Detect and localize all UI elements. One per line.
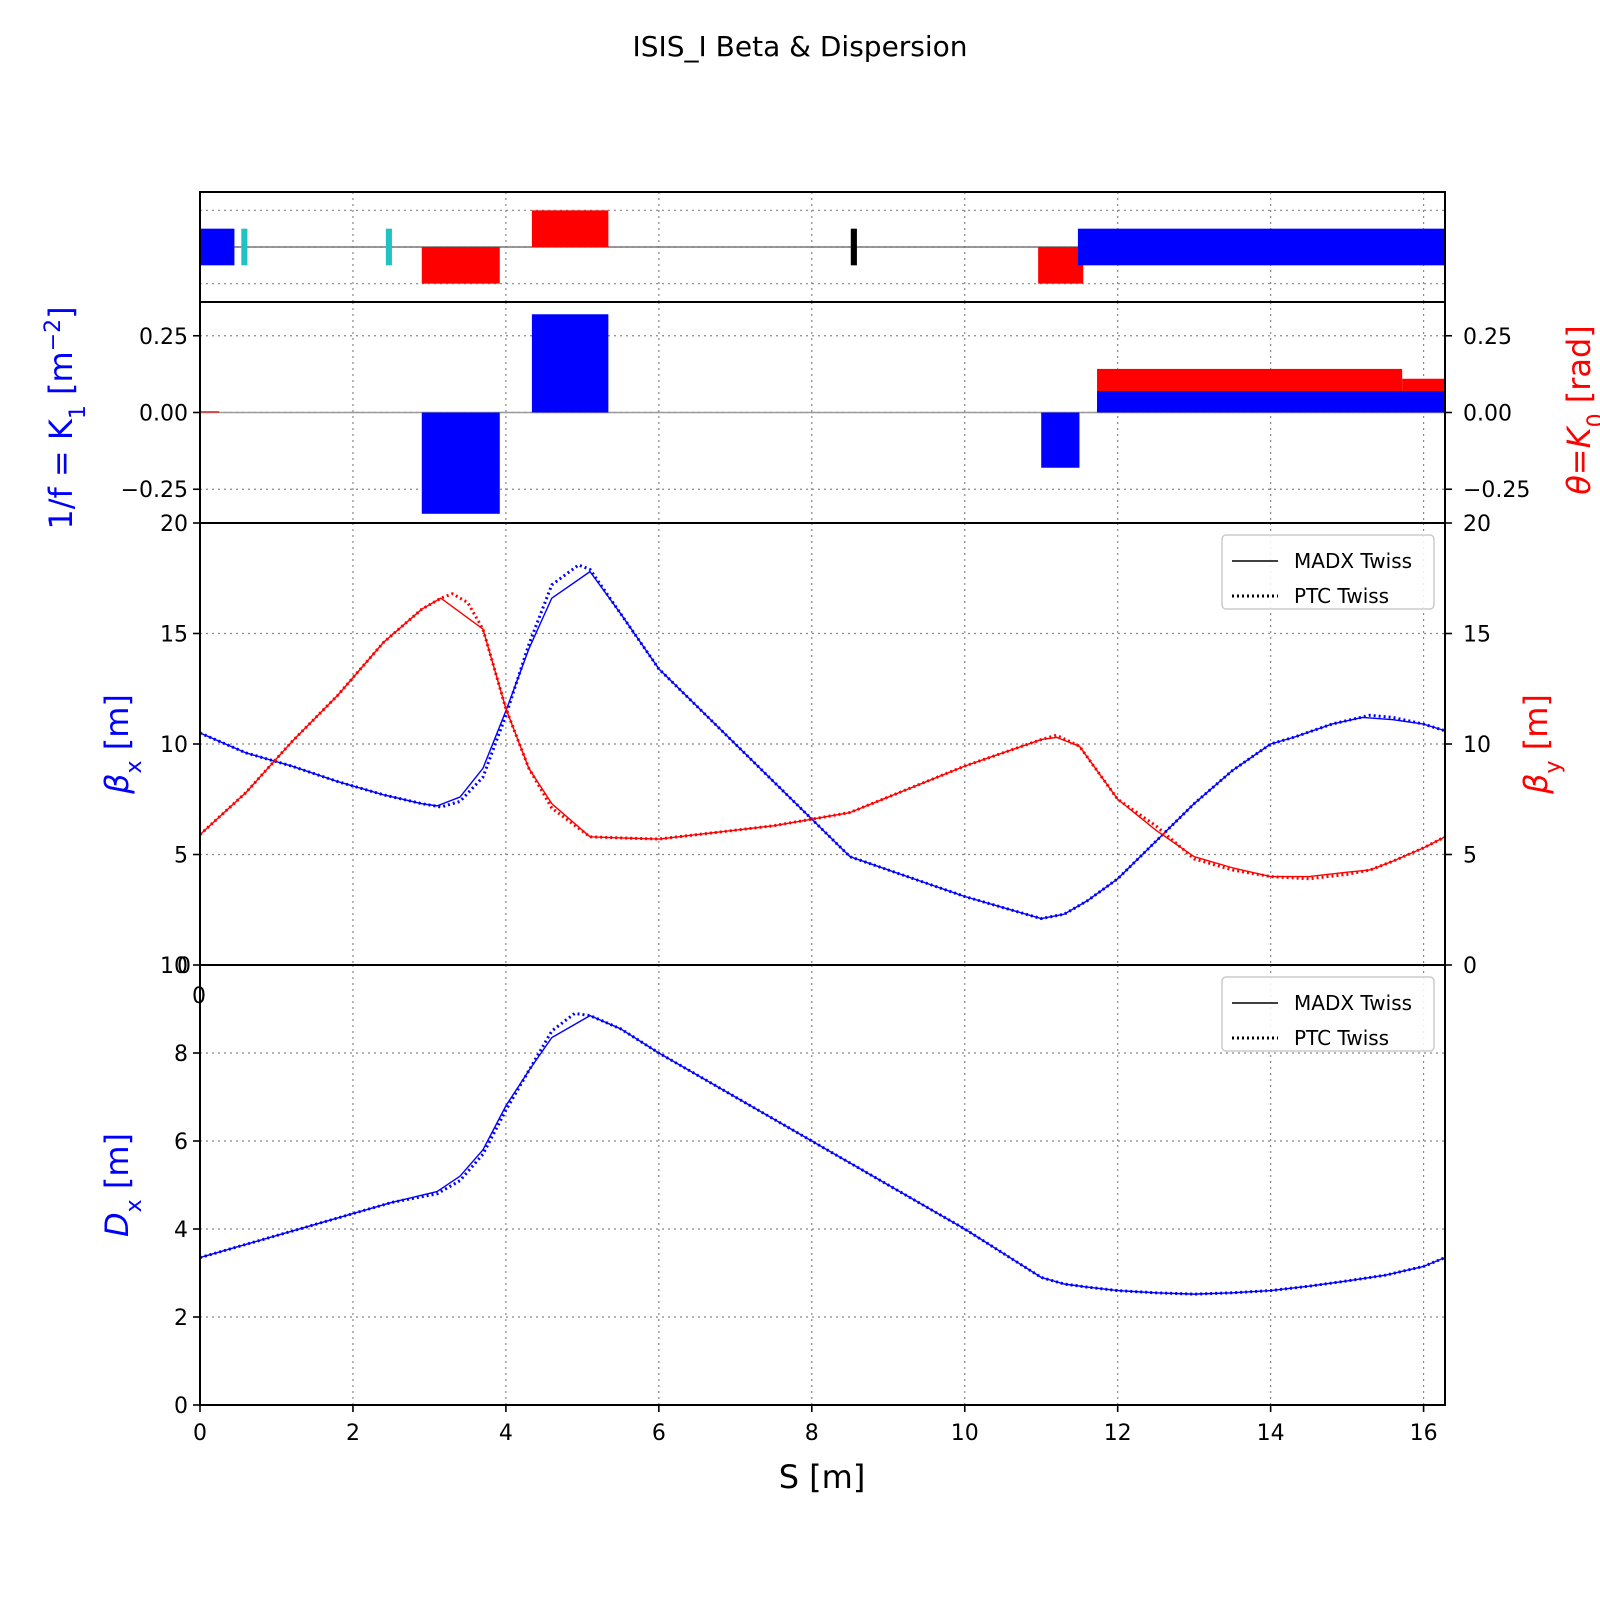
y-axis-label-k1-ylabel-left-unit-sup: −2 bbox=[41, 319, 66, 351]
layout-marker bbox=[385, 228, 392, 266]
x-tick-label: 10 bbox=[951, 1421, 979, 1446]
y-tick-label-left: 0.25 bbox=[139, 325, 188, 350]
series-line-madx bbox=[199, 1014, 1446, 1295]
y-axis-label-dx-ylabel-left-unit: [m] bbox=[98, 1133, 136, 1199]
y-axis-label-beta-y-ylabel-right: β bbox=[1517, 773, 1555, 794]
y-tick-label-left: 15 bbox=[160, 623, 188, 648]
y-axis-label-dx-ylabel-left: D bbox=[98, 1212, 136, 1237]
axes-layer bbox=[193, 191, 1452, 1412]
x-tick-label: 12 bbox=[1104, 1421, 1132, 1446]
k1-bar bbox=[1333, 395, 1445, 413]
legend-label: PTC Twiss bbox=[1294, 1026, 1389, 1050]
y-axis-label-beta-x-ylabel-left-unit: [m] bbox=[98, 694, 136, 760]
x-tick-label: 16 bbox=[1410, 1421, 1438, 1446]
y-axis-label-k0-ylabel-right-unit: [rad] bbox=[1560, 325, 1598, 413]
layout-quadrupole bbox=[200, 228, 235, 266]
y-tick-label-right: 0 bbox=[1463, 954, 1477, 979]
legend-box bbox=[1221, 534, 1435, 610]
y-tick-label-left: −0.25 bbox=[121, 478, 188, 503]
y-axis-label-dx-ylabel-left-sub: x bbox=[122, 1199, 147, 1212]
y-axis-label-beta-y-ylabel-right-unit: [m] bbox=[1517, 694, 1555, 760]
y-tick-label-left: 8 bbox=[174, 1042, 188, 1067]
y-axis-label-k0-ylabel-right: θ=K bbox=[1560, 424, 1598, 494]
x-tick-label: 2 bbox=[346, 1421, 360, 1446]
y-tick-label-right: 5 bbox=[1463, 844, 1477, 869]
x-tick-label: 4 bbox=[499, 1421, 513, 1446]
y-tick-label-left: 2 bbox=[174, 1306, 188, 1331]
layout-dipole bbox=[1038, 247, 1084, 284]
y-tick-label-left: 5 bbox=[174, 844, 188, 869]
y-tick-label-right: −0.25 bbox=[1463, 478, 1530, 503]
k0-bar bbox=[200, 411, 220, 413]
y-tick-label-left: 0.00 bbox=[139, 402, 188, 427]
y-tick-label-left: 10 bbox=[160, 954, 188, 979]
series-line-beta-y-ptc bbox=[198, 592, 1446, 881]
y-axis-label-k1: 1/f = K1 [m−2] bbox=[41, 306, 91, 529]
layout-dipole bbox=[531, 210, 609, 247]
y-tick-label-left: 10 bbox=[160, 733, 188, 758]
y-axis-label-k0: θ=K0 [rad] bbox=[1560, 325, 1600, 495]
k1-bar bbox=[531, 314, 609, 413]
y-axis-label-beta-y-ylabel-right-sub: y bbox=[1541, 760, 1566, 773]
y-tick-label-right: 15 bbox=[1463, 623, 1491, 648]
y-tick-label-left: 0 bbox=[174, 1394, 188, 1419]
y-axis-label-k1-ylabel-left-unit-post: ] bbox=[42, 306, 80, 318]
y-tick-label-right: 0.25 bbox=[1463, 325, 1512, 350]
y-tick-label-right: 20 bbox=[1463, 512, 1491, 537]
legend: MADX Twiss PTC Twiss bbox=[1221, 976, 1435, 1052]
y-tick-label-left: 4 bbox=[174, 1218, 188, 1243]
labels-layer: −0.25 −0.25 0.00 0.00 0.25 0.25 1/f = K1 [m−2]… bbox=[41, 306, 1600, 1496]
series-line-beta-x-ptc bbox=[199, 563, 1446, 921]
figure-title: ISIS_I Beta & Dispersion bbox=[632, 30, 967, 63]
y-axis-label-k1-ylabel-left: 1/f = K bbox=[42, 418, 80, 530]
y-axis-label-beta-y: βy [m] bbox=[1517, 694, 1566, 795]
x-tick-label: 8 bbox=[805, 1421, 819, 1446]
y-axis-label-beta-x-ylabel-left-sub: x bbox=[122, 760, 147, 773]
y-axis-label-beta-x: βx [m] bbox=[98, 694, 147, 795]
legend-label: MADX Twiss bbox=[1294, 991, 1412, 1015]
y-axis-label-dx: Dx [m] bbox=[98, 1133, 147, 1237]
x-axis-label: S [m] bbox=[779, 1458, 866, 1496]
y-axis-label-k1-ylabel-left-unit-pre: [m bbox=[42, 351, 80, 405]
layout-marker bbox=[241, 228, 248, 266]
y-tick-label-left: 20 bbox=[160, 512, 188, 537]
y-axis-label-k1-ylabel-left-sub: 1 bbox=[66, 405, 91, 419]
y-tick-label-left: 6 bbox=[174, 1130, 188, 1155]
k1-bar bbox=[1041, 412, 1080, 468]
y-axis-label-beta-x-ylabel-left: β bbox=[98, 773, 136, 794]
legend: MADX Twiss PTC Twiss bbox=[1221, 534, 1435, 610]
dispersion-frame bbox=[199, 964, 1446, 1406]
series-line-beta-x-madx bbox=[199, 570, 1446, 920]
y-tick-label-left: 0 bbox=[177, 954, 191, 979]
stray-x-tick-label: 0 bbox=[192, 984, 206, 1009]
legend-label: PTC Twiss bbox=[1294, 584, 1389, 608]
y-tick-label-right: 10 bbox=[1463, 733, 1491, 758]
layout-dipole bbox=[421, 247, 500, 284]
legend-box bbox=[1221, 976, 1435, 1052]
series-line-ptc bbox=[199, 1011, 1446, 1296]
x-tick-label: 6 bbox=[652, 1421, 666, 1446]
x-tick-label: 0 bbox=[193, 1421, 207, 1446]
layout-quadrupole bbox=[1077, 228, 1445, 266]
legend-label: MADX Twiss bbox=[1294, 549, 1412, 573]
y-tick-label-right: 0.00 bbox=[1463, 402, 1512, 427]
marks-layer bbox=[198, 210, 1446, 1296]
y-axis-label-k0-ylabel-right-sub: 0 bbox=[1584, 413, 1600, 427]
x-tick-label: 14 bbox=[1257, 1421, 1285, 1446]
layout-monitor bbox=[850, 228, 857, 266]
k1-bar bbox=[421, 412, 500, 514]
